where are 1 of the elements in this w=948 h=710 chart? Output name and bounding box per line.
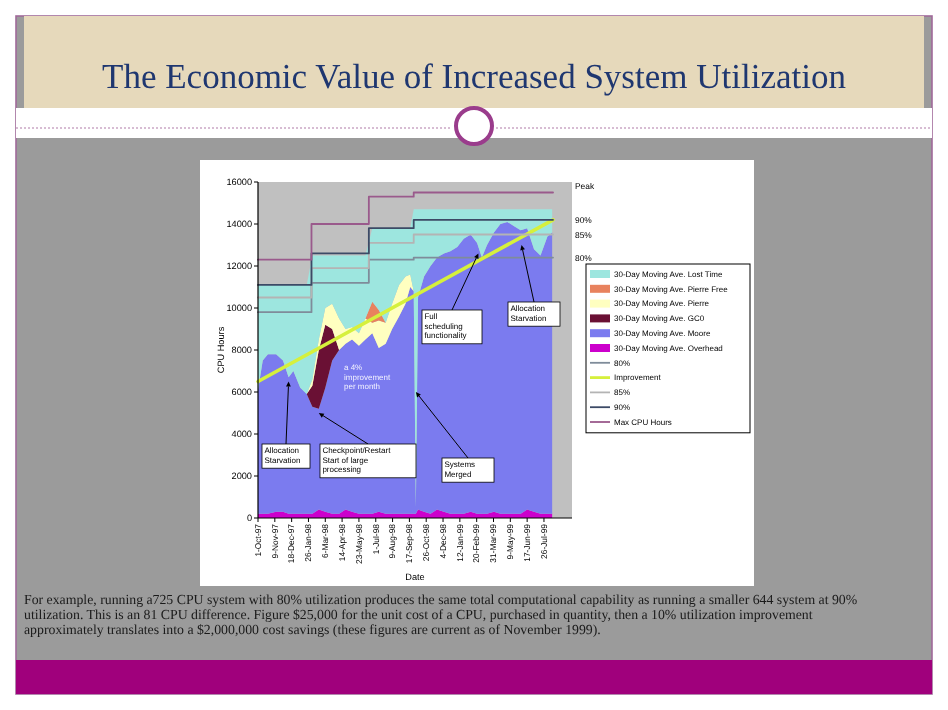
chart-title: The Economic Value of Increased System Utilization: [102, 56, 847, 96]
